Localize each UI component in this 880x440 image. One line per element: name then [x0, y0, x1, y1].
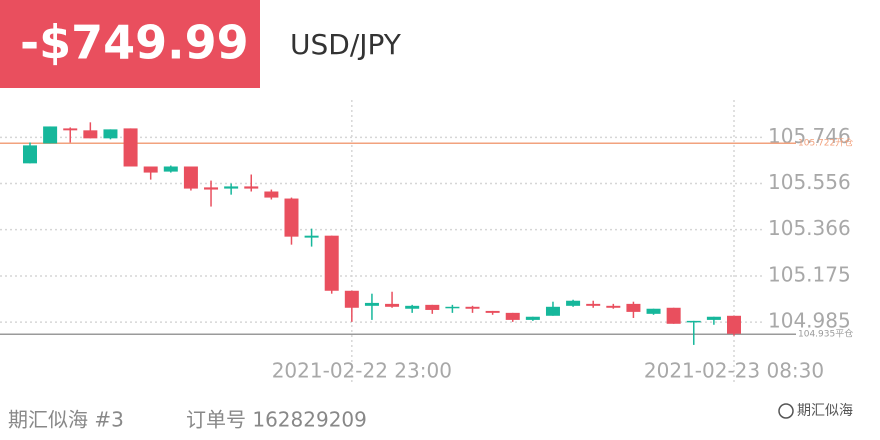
candle-body [204, 187, 219, 190]
candle-body [385, 303, 400, 307]
y-tick-label: 105.175 [768, 262, 851, 286]
candle-body [63, 128, 78, 131]
candle-body [586, 303, 601, 306]
candle-body [425, 304, 440, 310]
candle-body [666, 307, 681, 324]
candle-body [727, 315, 741, 334]
candle-body [445, 306, 460, 309]
plot: 105.746105.556105.366105.175104.9852021-… [0, 100, 853, 383]
y-tick-label: 105.366 [768, 216, 851, 240]
watermark-icon [778, 403, 794, 419]
x-tick-label: 2021-02-22 23:00 [272, 359, 452, 383]
candle-body [364, 302, 379, 306]
candle-body [264, 191, 279, 198]
candle-body [103, 129, 118, 139]
candle-body [465, 306, 480, 309]
candle-body [545, 306, 560, 316]
candle-body [566, 300, 581, 306]
candle-body [163, 166, 178, 172]
candle-body [183, 166, 198, 189]
candle-body [646, 308, 661, 314]
candle-body [405, 305, 420, 309]
candle-body [304, 235, 319, 238]
candle-body [143, 166, 158, 173]
watermark: 期汇似海 [797, 403, 853, 419]
order: 订单号 162829209 [186, 408, 367, 432]
reference-label: 105.722开仓 [798, 137, 853, 149]
pnl-badge [0, 0, 260, 88]
symbol: USD/JPY [290, 28, 402, 61]
candle-body [244, 186, 259, 189]
candle-body [83, 130, 98, 139]
y-tick-label: 105.556 [768, 170, 851, 194]
candle-body [485, 310, 500, 313]
account: 期汇似海 #3 [8, 408, 124, 432]
candle-body [344, 290, 359, 308]
candle-body [525, 316, 540, 320]
candle-body [706, 316, 721, 320]
candle-body [505, 312, 520, 320]
candle-body [626, 303, 641, 312]
candle-body [23, 145, 37, 164]
y-tick-label: 104.985 [768, 309, 851, 333]
candle-body [224, 186, 239, 189]
pnl: -$749.99 [20, 16, 249, 70]
candle-body [606, 305, 621, 308]
candle-body [284, 198, 299, 237]
x-tick-label: 2021-02-23 08:30 [644, 359, 824, 383]
candle-body [324, 235, 339, 291]
candle-body [123, 128, 138, 167]
candle-body [686, 320, 701, 323]
candle-body [43, 126, 58, 144]
reference-label: 104.935平仓 [798, 328, 853, 340]
